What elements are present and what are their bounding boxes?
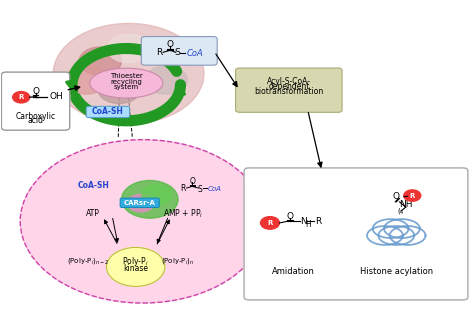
Text: O: O <box>166 40 173 49</box>
Circle shape <box>131 41 173 69</box>
Circle shape <box>404 190 421 201</box>
Text: CoA: CoA <box>187 49 203 58</box>
Text: acid: acid <box>28 116 44 125</box>
Text: O: O <box>32 87 39 96</box>
Text: O: O <box>393 192 400 201</box>
Text: R: R <box>267 220 273 226</box>
Circle shape <box>128 194 154 212</box>
Circle shape <box>13 92 30 103</box>
Circle shape <box>145 66 188 94</box>
Text: CoA: CoA <box>208 186 222 192</box>
Text: Thioester: Thioester <box>110 73 143 79</box>
Circle shape <box>121 180 178 218</box>
Text: Histone acylation: Histone acylation <box>360 267 433 276</box>
Circle shape <box>108 34 150 63</box>
Circle shape <box>53 23 204 124</box>
Text: CoA-SH: CoA-SH <box>77 181 109 190</box>
Ellipse shape <box>90 68 163 98</box>
Text: N: N <box>301 217 307 226</box>
Circle shape <box>65 66 108 94</box>
Text: R: R <box>18 94 24 100</box>
Text: OH: OH <box>49 92 63 101</box>
Text: O: O <box>287 211 294 221</box>
Circle shape <box>142 184 172 205</box>
Text: (Poly-P$_i$)$_{n-2}$: (Poly-P$_i$)$_{n-2}$ <box>67 256 109 266</box>
FancyBboxPatch shape <box>1 72 70 130</box>
Text: Carboxylic: Carboxylic <box>16 112 56 121</box>
Circle shape <box>20 140 265 303</box>
Text: CARsr-A: CARsr-A <box>124 200 155 206</box>
Text: NH: NH <box>399 200 412 209</box>
Text: O: O <box>189 177 195 186</box>
Text: ($_{4}$: ($_{4}$ <box>397 206 405 216</box>
Text: (Poly-P$_i$)$_n$: (Poly-P$_i$)$_n$ <box>162 256 195 266</box>
FancyBboxPatch shape <box>141 36 217 65</box>
Text: dependent: dependent <box>268 82 310 91</box>
FancyBboxPatch shape <box>236 68 342 112</box>
Text: R: R <box>180 184 185 193</box>
Text: kinase: kinase <box>123 264 148 273</box>
Text: ATP: ATP <box>86 209 100 218</box>
Text: system: system <box>114 84 139 90</box>
Circle shape <box>107 248 165 286</box>
FancyBboxPatch shape <box>244 168 468 300</box>
Circle shape <box>261 217 279 229</box>
Text: AMP + PP$_i$: AMP + PP$_i$ <box>163 207 203 220</box>
Text: Poly-P$_i$: Poly-P$_i$ <box>122 255 149 268</box>
Text: H: H <box>305 220 310 229</box>
Text: Amidation: Amidation <box>272 267 315 276</box>
Text: Acyl-S-CoA-: Acyl-S-CoA- <box>267 77 311 86</box>
Text: CoA-SH: CoA-SH <box>92 107 124 116</box>
Text: biotransformation: biotransformation <box>254 87 323 96</box>
Text: S: S <box>175 49 181 57</box>
Text: S: S <box>197 185 202 194</box>
Text: recycling: recycling <box>110 79 142 85</box>
Circle shape <box>98 75 140 104</box>
Text: R: R <box>155 48 162 57</box>
FancyBboxPatch shape <box>86 106 129 118</box>
Text: R: R <box>410 193 415 198</box>
FancyBboxPatch shape <box>120 198 159 208</box>
Circle shape <box>79 47 121 75</box>
Text: R: R <box>315 217 321 226</box>
